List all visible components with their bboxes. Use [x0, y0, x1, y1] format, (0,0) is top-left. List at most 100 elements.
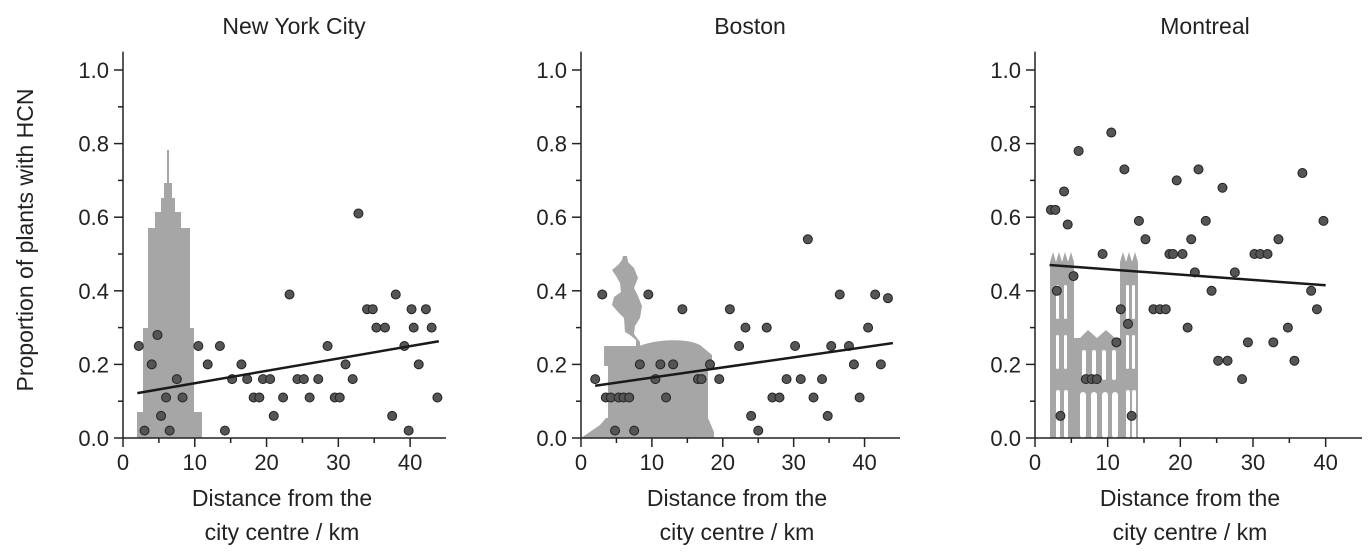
y-tick-label: 0.4 [78, 279, 109, 304]
data-point [724, 304, 735, 315]
data-point [387, 410, 398, 421]
data-point [624, 392, 635, 403]
data-point [432, 392, 443, 403]
data-point [610, 425, 621, 436]
x-axis-label-line-2: city centre / km [1113, 519, 1268, 545]
data-point [340, 359, 351, 370]
data-point [1193, 164, 1204, 175]
data-point [1055, 410, 1066, 421]
data-point [1133, 215, 1144, 226]
data-point [1123, 318, 1134, 329]
data-point [1111, 337, 1122, 348]
y-tick-label: 0.8 [78, 132, 109, 157]
data-point [629, 425, 640, 436]
data-point [882, 293, 893, 304]
data-point [347, 374, 358, 385]
data-point [1062, 219, 1073, 230]
data-point [677, 304, 688, 315]
panel-new-york-city: New York City 0.0 0.2 0.4 0.6 0.8 1.0 0 10 20 30 4… [78, 13, 446, 545]
data-point [822, 410, 833, 421]
data-point [390, 289, 401, 300]
x-tick-label: 40 [852, 450, 876, 475]
notre-dame-basilica-icon [1050, 252, 1138, 438]
x-tick-label: 0 [1029, 450, 1041, 475]
data-point [714, 374, 725, 385]
data-point [156, 410, 167, 421]
y-tick-label: 1.0 [536, 58, 567, 83]
y-tick-label: 0.0 [990, 426, 1021, 451]
data-point [1140, 234, 1151, 245]
x-tick-label: 20 [254, 450, 278, 475]
data-point [1160, 304, 1171, 315]
data-point [854, 392, 865, 403]
y-axis-label: Proportion of plants with HCN [12, 89, 38, 392]
data-point [1213, 355, 1224, 366]
marks-layer [590, 234, 894, 436]
data-point [177, 392, 188, 403]
y-tick-label: 0.4 [536, 279, 567, 304]
data-point [634, 359, 645, 370]
data-point [133, 341, 144, 351]
data-point [790, 341, 801, 351]
data-point [808, 392, 819, 403]
x-tick-label: 40 [1313, 450, 1337, 475]
data-point [254, 392, 265, 403]
data-point [1182, 322, 1193, 333]
x-tick-label: 40 [398, 450, 422, 475]
panel-title: New York City [222, 13, 366, 39]
x-axis-label-line-2: city centre / km [660, 519, 815, 545]
data-point [1051, 285, 1062, 296]
x-tick-label: 10 [1095, 450, 1119, 475]
data-point [371, 322, 382, 333]
x-tick-label: 0 [575, 450, 587, 475]
x-tick-label: 20 [711, 450, 735, 475]
data-point [875, 359, 886, 370]
y-tick-label: 0.6 [78, 205, 109, 230]
data-point [193, 341, 204, 351]
axes-layer: 0.0 0.2 0.4 0.6 0.8 1.0 0 10 20 30 40 [990, 51, 1362, 475]
data-point [1059, 186, 1070, 197]
data-point [734, 341, 745, 351]
data-point [1119, 164, 1130, 175]
data-point [1186, 234, 1197, 245]
data-point [1177, 249, 1188, 259]
data-point [802, 234, 813, 245]
data-point [1289, 355, 1300, 366]
data-point [848, 359, 859, 370]
y-tick-label: 0.0 [536, 426, 567, 451]
data-point [304, 392, 315, 403]
trend-line [137, 339, 440, 395]
data-point [870, 289, 881, 300]
y-tick-label: 0.2 [78, 352, 109, 377]
data-point [278, 392, 289, 403]
y-tick-label: 0.8 [990, 132, 1021, 157]
data-point [1229, 267, 1240, 278]
x-axis-label-line-1: Distance from the [647, 485, 827, 511]
data-point [1318, 215, 1329, 226]
data-point [322, 341, 333, 351]
data-point [1068, 271, 1079, 282]
x-tick-label: 0 [117, 450, 129, 475]
data-point [1171, 175, 1182, 186]
data-point [408, 322, 419, 333]
data-point [1268, 337, 1279, 348]
data-point [817, 374, 828, 385]
data-point [146, 359, 157, 370]
data-point [334, 392, 345, 403]
data-point [1126, 410, 1137, 421]
data-point [705, 359, 716, 370]
marks-layer [133, 208, 443, 436]
data-point [202, 359, 213, 370]
data-point [826, 341, 837, 351]
y-tick-label: 0.2 [990, 352, 1021, 377]
data-point [1297, 168, 1308, 179]
data-point [298, 374, 309, 385]
data-point [863, 322, 874, 333]
data-point [597, 289, 608, 300]
marks-layer [1045, 127, 1329, 421]
data-point [426, 322, 437, 333]
data-point [265, 374, 276, 385]
data-point [268, 410, 279, 421]
data-point [139, 425, 150, 436]
